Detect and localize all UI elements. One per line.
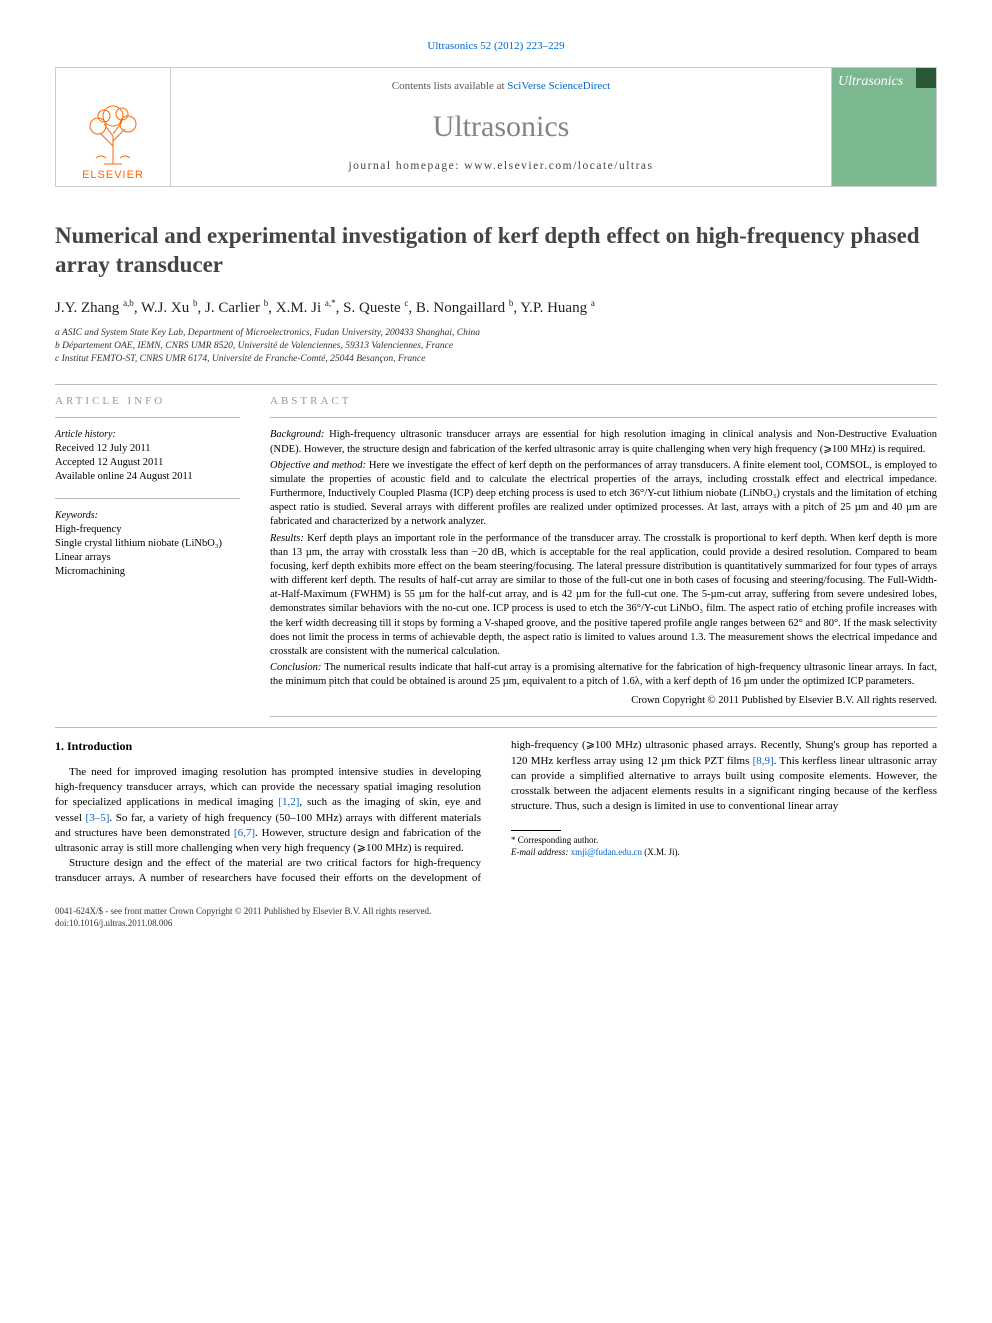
author-email-link[interactable]: xmji@fudan.edu.cn	[571, 847, 642, 857]
introduction-heading: 1. Introduction	[55, 738, 481, 755]
article-title: Numerical and experimental investigation…	[55, 222, 937, 280]
email-line: E-mail address: xmji@fudan.edu.cn (X.M. …	[511, 847, 937, 859]
keyword: Linear arrays	[55, 551, 240, 565]
contents-prefix: Contents lists available at	[392, 80, 507, 92]
publisher-logo: ELSEVIER	[56, 68, 171, 186]
article-info-column: ARTICLE INFO Article history: Received 1…	[55, 395, 240, 727]
citation-link[interactable]: [8,9]	[753, 755, 774, 767]
publisher-name: ELSEVIER	[82, 169, 144, 181]
intro-para-1: The need for improved imaging resolution…	[55, 765, 481, 856]
cover-corner-icon	[916, 68, 936, 88]
abstract-column: ABSTRACT Background: High-frequency ultr…	[270, 395, 937, 727]
top-citation-link[interactable]: Ultrasonics 52 (2012) 223–229	[55, 40, 937, 52]
abstract-objective: Objective and method: Here we investigat…	[270, 459, 937, 530]
corresponding-author-footnote: * Corresponding author. E-mail address: …	[511, 835, 937, 858]
keyword: High-frequency	[55, 523, 240, 537]
citation-link[interactable]: [1,2]	[278, 796, 299, 808]
history-online: Available online 24 August 2011	[55, 470, 240, 484]
journal-title: Ultrasonics	[171, 110, 831, 144]
abstract-background: Background: High-frequency ultrasonic tr…	[270, 428, 937, 456]
body-columns: 1. Introduction The need for improved im…	[55, 738, 937, 886]
divider	[55, 498, 240, 499]
info-abstract-row: ARTICLE INFO Article history: Received 1…	[55, 395, 937, 727]
citation-link[interactable]: [6,7]	[234, 827, 255, 839]
affiliation-c: c Institut FEMTO-ST, CNRS UMR 6174, Univ…	[55, 353, 937, 366]
authors-line: J.Y. Zhang a,b, W.J. Xu b, J. Carlier b,…	[55, 298, 937, 317]
citation-link[interactable]: [3–5]	[86, 812, 110, 824]
affiliations: a ASIC and System State Key Lab, Departm…	[55, 327, 937, 367]
doi-line: doi:10.1016/j.ultras.2011.08.006	[55, 918, 937, 930]
abstract-results: Results: Kerf depth plays an important r…	[270, 532, 937, 660]
article-history: Article history: Received 12 July 2011 A…	[55, 428, 240, 484]
divider	[270, 716, 937, 717]
divider	[55, 727, 937, 728]
header-center: Contents lists available at SciVerse Sci…	[171, 68, 831, 186]
affiliation-b: b Département OAE, IEMN, CNRS UMR 8520, …	[55, 340, 937, 353]
doi-block: 0041-624X/$ - see front matter Crown Cop…	[55, 906, 937, 929]
divider	[55, 417, 240, 418]
journal-cover: Ultrasonics	[831, 68, 936, 186]
front-matter-line: 0041-624X/$ - see front matter Crown Cop…	[55, 906, 937, 918]
keywords-block: Keywords: High-frequency Single crystal …	[55, 509, 240, 579]
abstract-heading: ABSTRACT	[270, 395, 937, 407]
history-label: Article history:	[55, 428, 240, 442]
keywords-label: Keywords:	[55, 509, 240, 523]
elsevier-tree-icon	[86, 96, 141, 166]
history-received: Received 12 July 2011	[55, 442, 240, 456]
divider	[55, 384, 937, 385]
journal-header: ELSEVIER Contents lists available at Sci…	[55, 67, 937, 187]
article-info-heading: ARTICLE INFO	[55, 395, 240, 407]
history-accepted: Accepted 12 August 2011	[55, 456, 240, 470]
divider	[270, 417, 937, 418]
keyword: Micromachining	[55, 565, 240, 579]
abstract-copyright: Crown Copyright © 2011 Published by Else…	[270, 695, 937, 706]
keyword: Single crystal lithium niobate (LiNbO₃)	[55, 537, 240, 551]
footnote-rule	[511, 830, 561, 831]
contents-line: Contents lists available at SciVerse Sci…	[171, 80, 831, 92]
abstract-conclusion: Conclusion: The numerical results indica…	[270, 661, 937, 689]
journal-homepage: journal homepage: www.elsevier.com/locat…	[171, 160, 831, 172]
affiliation-a: a ASIC and System State Key Lab, Departm…	[55, 327, 937, 340]
corresponding-label: * Corresponding author.	[511, 835, 937, 847]
sciencedirect-link[interactable]: SciVerse ScienceDirect	[507, 80, 610, 92]
